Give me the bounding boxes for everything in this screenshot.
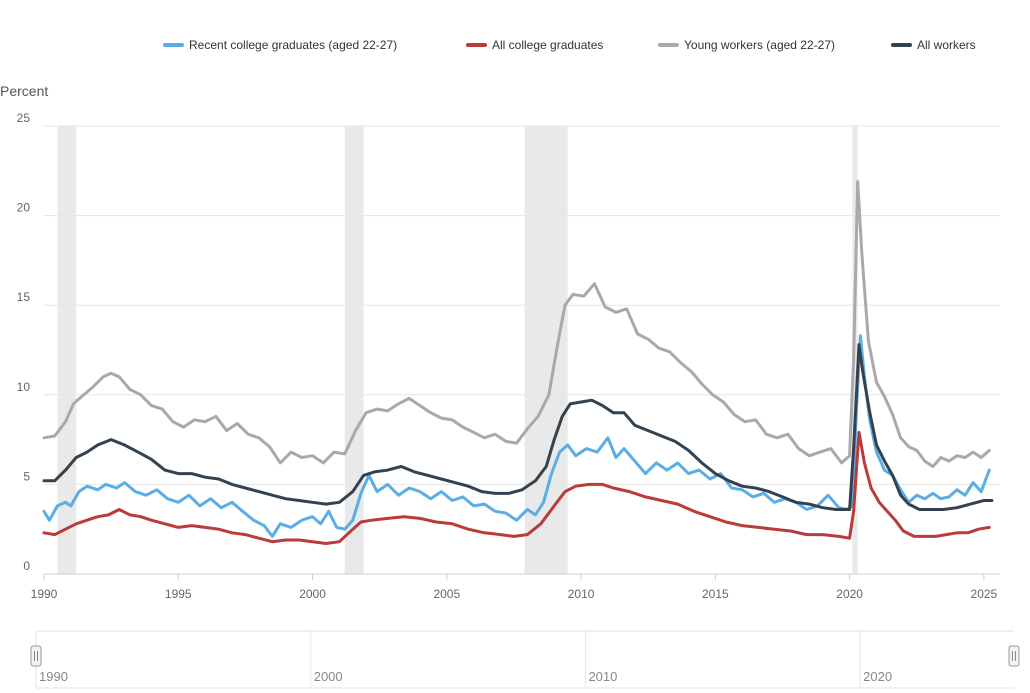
legend-label: Young workers (aged 22-27) [684, 38, 835, 52]
y-tick-label-25: 25 [17, 111, 31, 125]
legend-item-4[interactable]: All workers [891, 38, 976, 52]
navigator-label-1990: 1990 [39, 669, 68, 684]
x-tick-label-2000: 2000 [299, 587, 326, 601]
legend-label: Recent college graduates (aged 22-27) [189, 38, 397, 52]
navigator-label-2010: 2010 [588, 669, 617, 684]
series-line-4[interactable] [42, 343, 994, 511]
navigator-left-handle[interactable] [30, 645, 42, 667]
navigator-right-handle[interactable] [1008, 645, 1020, 667]
legend-item-3[interactable]: Young workers (aged 22-27) [658, 38, 835, 52]
y-tick-label-10: 10 [17, 380, 31, 394]
y-axis-title: Percent [0, 83, 48, 99]
series-line-2[interactable] [42, 430, 991, 545]
series-line-1[interactable] [42, 334, 991, 538]
handle-body [1008, 645, 1020, 667]
handle-body [30, 645, 42, 667]
recession-band-1 [57, 126, 77, 574]
legend-item-1[interactable]: Recent college graduates (aged 22-27) [163, 38, 397, 52]
legend-label: All college graduates [492, 38, 603, 52]
x-tick-label-2015: 2015 [702, 587, 729, 601]
y-tick-label-5: 5 [23, 469, 30, 483]
y-tick-label-0: 0 [23, 559, 30, 573]
legend-label: All workers [917, 38, 976, 52]
x-tick-label-2005: 2005 [433, 587, 460, 601]
x-tick-label-1990: 1990 [31, 587, 58, 601]
y-axis-ticks: 0 5 10 15 20 25 [17, 111, 31, 573]
x-tick-label-2020: 2020 [836, 587, 863, 601]
recession-bands [57, 126, 858, 574]
x-tick-label-2025: 2025 [971, 587, 998, 601]
navigator-label-2020: 2020 [863, 669, 892, 684]
legend-item-2[interactable]: All college graduates [466, 38, 603, 52]
gridlines [44, 125, 1000, 485]
series-lines [42, 180, 994, 545]
navigator-label-2000: 2000 [314, 669, 343, 684]
range-navigator[interactable]: 1990 2000 2010 2020 [30, 630, 1020, 689]
legend: Recent college graduates (aged 22-27) All… [163, 38, 976, 52]
y-tick-label-20: 20 [17, 201, 31, 215]
x-axis-ticks: 1990 1995 2000 2005 2010 2015 2020 2025 [31, 574, 998, 601]
y-tick-label-15: 15 [17, 290, 31, 304]
recession-band-3 [524, 126, 568, 574]
series-line-3[interactable] [42, 180, 991, 468]
x-tick-label-2010: 2010 [568, 587, 595, 601]
x-tick-label-1995: 1995 [165, 587, 192, 601]
recession-band-2 [344, 126, 364, 574]
